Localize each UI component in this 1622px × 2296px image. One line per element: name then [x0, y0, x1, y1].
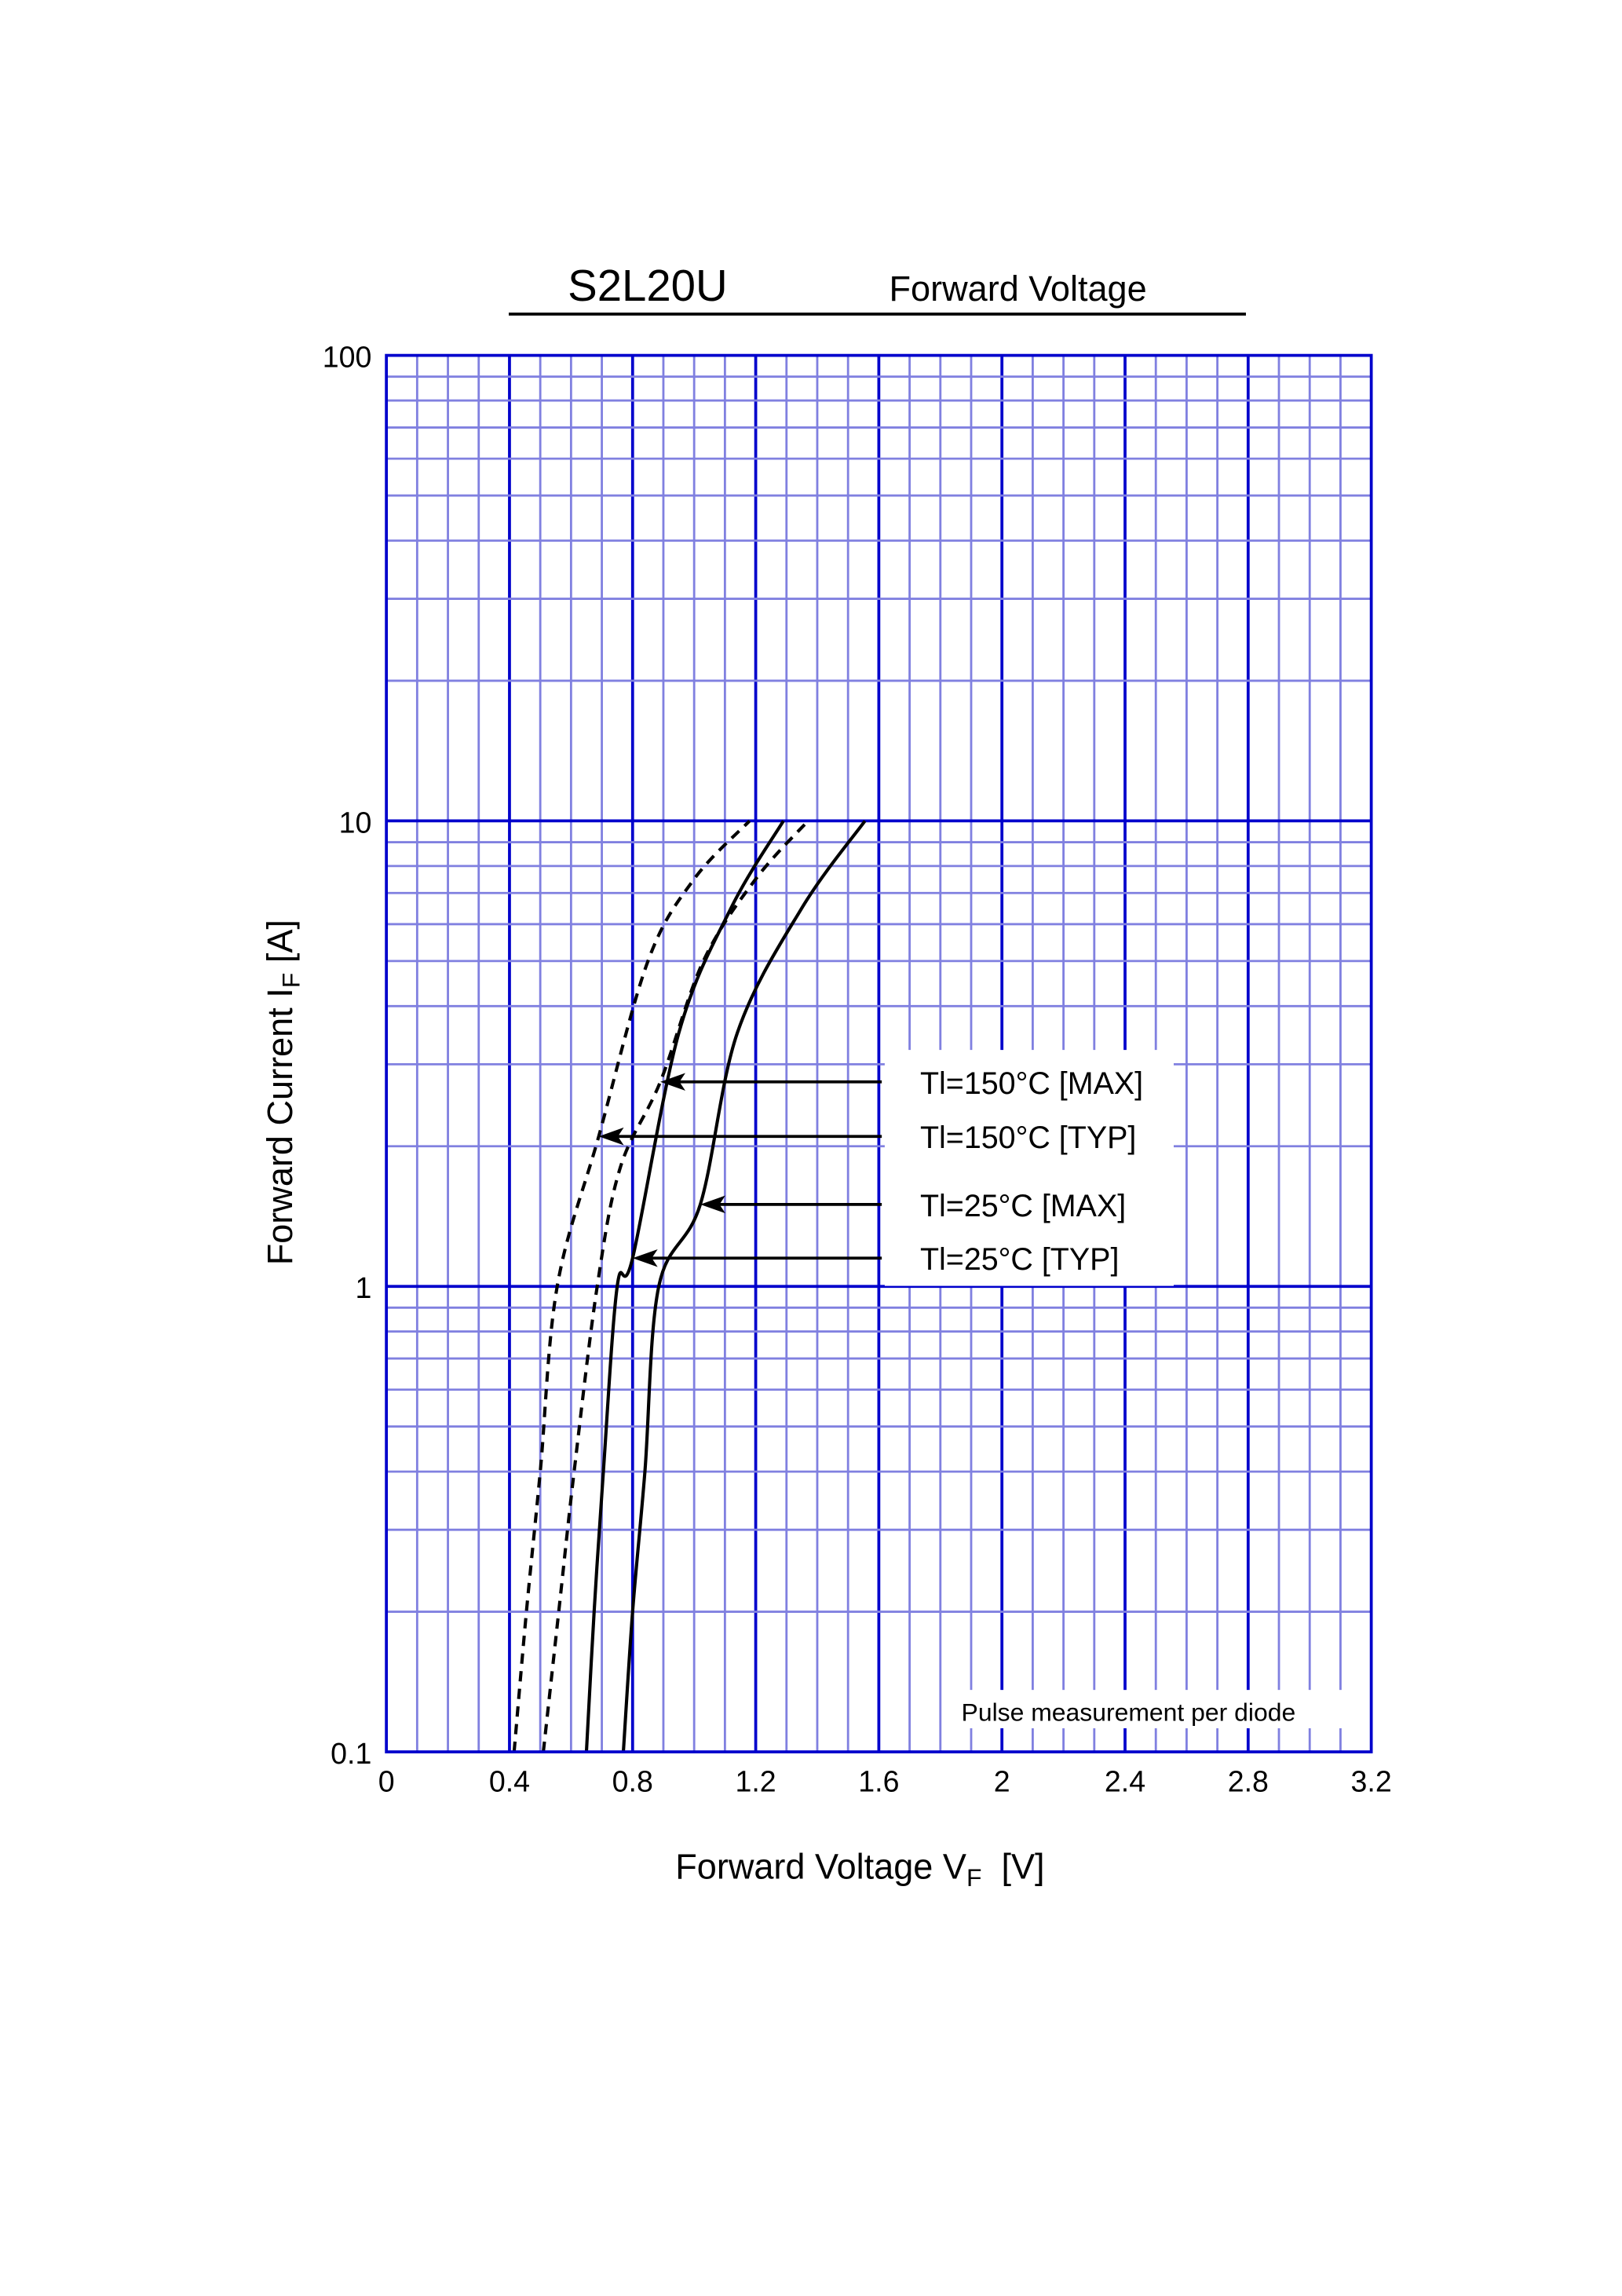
curve-series-2	[621, 820, 867, 1753]
curves	[512, 819, 867, 1753]
arrowhead-icon	[598, 1127, 624, 1146]
y-tick-label: 1	[355, 1271, 371, 1304]
legend-background	[884, 1050, 1174, 1286]
x-tick-labels: 0 0.4 0.8 1.2 1.6 2 2.4 2.8 3.2	[378, 1765, 1392, 1798]
y-tick-label: 10	[339, 806, 372, 839]
legend-label: Tl=150°C [TYP]	[920, 1121, 1136, 1155]
arrowhead-icon	[700, 1195, 725, 1214]
curve-series-3	[584, 820, 785, 1753]
x-tick-label: 2.4	[1105, 1765, 1145, 1798]
x-tick-label: 3.2	[1351, 1765, 1392, 1798]
curve-series-1	[512, 819, 751, 1753]
legend-label: Tl=25°C [TYP]	[920, 1242, 1119, 1277]
legend-label: Tl=25°C [MAX]	[920, 1189, 1126, 1223]
measurement-note: Pulse measurement per diode	[962, 1698, 1296, 1727]
y-tick-label: 100	[323, 341, 372, 374]
note-background	[951, 1690, 1353, 1728]
grid	[386, 355, 1372, 1753]
x-tick-label: 0	[378, 1765, 395, 1798]
arrowhead-icon	[660, 1073, 685, 1091]
chart-title: Forward Voltage	[890, 269, 1147, 309]
y-tick-labels: 0.1 1 10 100	[323, 341, 372, 1770]
legend: Tl=150°C [MAX] Tl=150°C [TYP] Tl=25°C [MAX…	[598, 1066, 1143, 1277]
x-tick-label: 2	[994, 1765, 1010, 1798]
x-axis-label: Forward Voltage VF [V]	[675, 1847, 1044, 1892]
y-axis-label: Forward Current IF [A]	[260, 919, 305, 1265]
legend-label: Tl=150°C [MAX]	[920, 1066, 1143, 1101]
arrowhead-icon	[632, 1249, 658, 1267]
x-tick-label: 0.8	[612, 1765, 653, 1798]
x-tick-label: 2.8	[1228, 1765, 1269, 1798]
x-tick-label: 1.2	[735, 1765, 776, 1798]
x-tick-label: 0.4	[489, 1765, 530, 1798]
x-tick-label: 1.6	[858, 1765, 899, 1798]
plot-frame	[385, 353, 1373, 1753]
y-tick-label: 0.1	[331, 1737, 371, 1770]
part-number: S2L20U	[568, 261, 728, 310]
